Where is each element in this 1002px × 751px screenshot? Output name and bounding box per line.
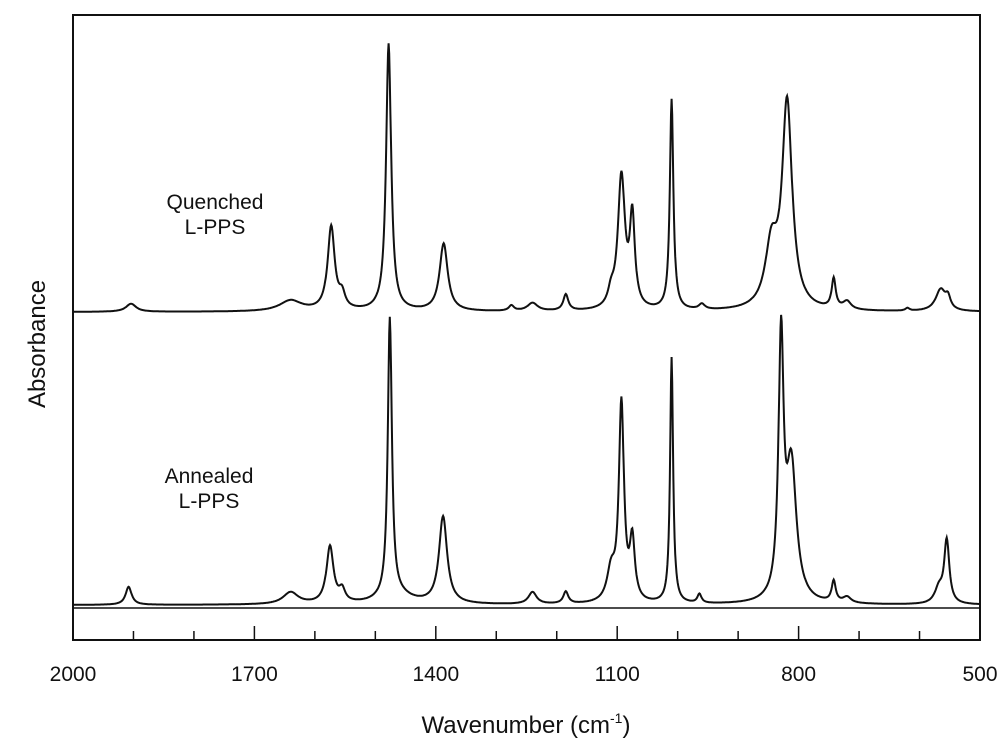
annotation-annealed-line1: Annealed [165, 465, 254, 488]
x-axis-title-main: Wavenumber (cm [422, 712, 610, 739]
annotation-annealed-line2: L-PPS [179, 490, 240, 513]
x-tick-label: 1700 [231, 663, 278, 686]
series-quenched-line [73, 43, 980, 313]
annotation-quenched-line2: L-PPS [185, 216, 246, 239]
series-annealed-line [73, 314, 980, 606]
annotation-quenched-line1: Quenched [167, 191, 264, 214]
plot-frame [72, 14, 981, 641]
x-axis-title: Wavenumber (cm-1) [422, 710, 631, 739]
spectra-layer [73, 43, 980, 606]
x-tick-label: 500 [962, 663, 997, 686]
y-axis-title: Absorbance [24, 280, 51, 408]
x-axis-title-sup: -1 [610, 710, 623, 726]
x-ticks-layer: 2000 1700 1400 1100 800 500 [50, 626, 998, 686]
x-tick-label: 800 [781, 663, 816, 686]
x-tick-label: 1100 [595, 663, 640, 686]
x-tick-label: 2000 [50, 663, 97, 686]
x-axis-title-close: ) [622, 712, 630, 739]
x-tick-label: 1400 [412, 663, 459, 686]
